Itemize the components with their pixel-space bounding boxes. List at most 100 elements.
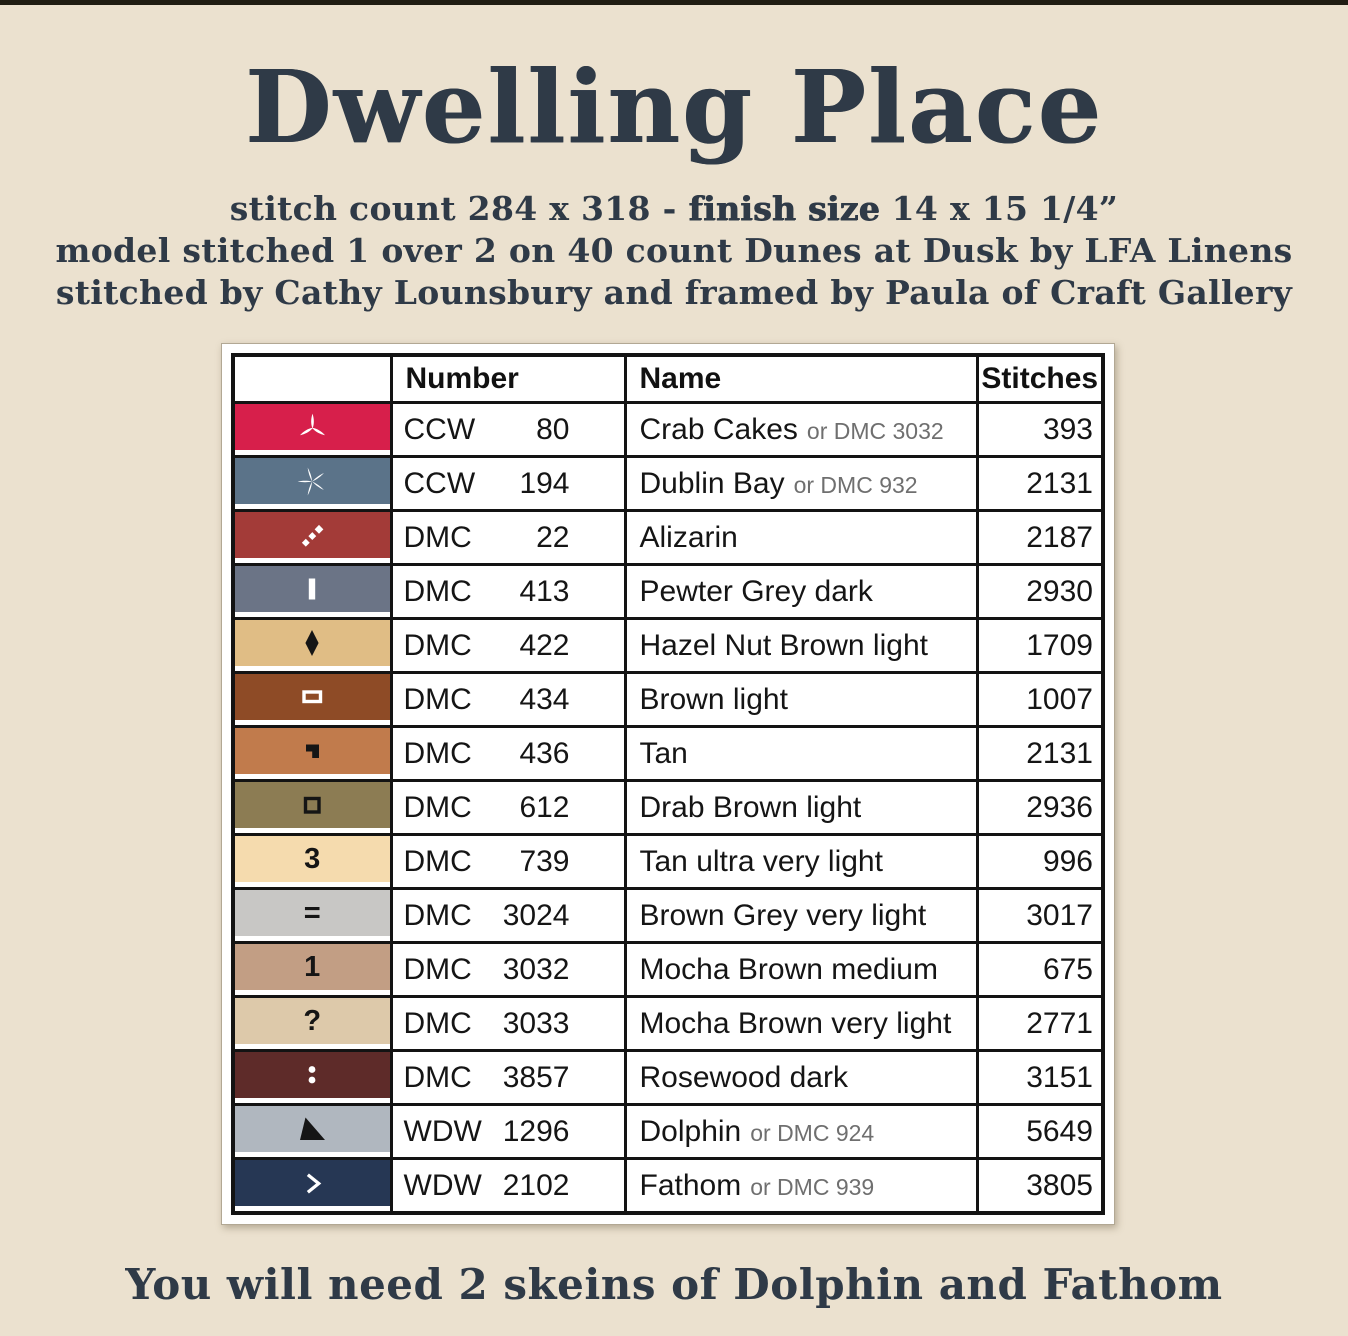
number-cell: DMC 3024 — [389, 887, 627, 944]
thread-alt-dmc: or DMC 939 — [750, 1173, 875, 1200]
key-row: WDW 2102 Fathom or DMC 939 3805 — [231, 1157, 1105, 1215]
key-row: DMC 612 Drab Brown light 2936 — [231, 779, 1105, 836]
color-swatch — [236, 567, 388, 612]
number-cell: DMC 22 — [389, 509, 627, 566]
color-swatch — [236, 1107, 388, 1152]
thread-name: Brown Grey very light — [639, 898, 927, 932]
thread-name: Hazel Nut Brown light — [639, 628, 928, 662]
thread-alt-dmc: or DMC 3032 — [806, 417, 944, 444]
color-swatch — [236, 513, 388, 558]
swatch-cell — [231, 401, 393, 458]
chevron-right-icon — [296, 1167, 329, 1200]
name-cell: Brown light — [623, 671, 979, 728]
thread-brand: DMC — [403, 520, 472, 554]
thread-brand: DMC — [403, 1060, 472, 1094]
three-point-star-icon — [296, 411, 329, 444]
number-cell: DMC 422 — [389, 617, 627, 674]
key-row: DMC 413 Pewter Grey dark 2930 — [231, 563, 1105, 620]
color-swatch: 3 — [236, 837, 388, 882]
thread-number: 436 — [519, 736, 570, 770]
color-key-table: Number Name Stitches CCW 80 Crab Cakes or D… — [231, 353, 1105, 1215]
key-row: ? DMC 3033 Mocha Brown very light 2771 — [231, 995, 1105, 1052]
thread-name: Dublin Bay — [639, 466, 785, 500]
key-row: CCW 194 Dublin Bay or DMC 932 2131 — [231, 455, 1105, 512]
footer-note: You will need 2 skeins of Dolphin and Fa… — [125, 1260, 1223, 1309]
name-cell: Dublin Bay or DMC 932 — [623, 455, 979, 512]
name-cell: Brown Grey very light — [623, 887, 979, 944]
name-cell: Dolphin or DMC 924 — [623, 1103, 979, 1160]
thread-brand: DMC — [403, 574, 472, 608]
thread-brand: WDW — [403, 1168, 482, 1202]
header-row: Number Name Stitches — [231, 353, 1105, 404]
stitch-count: 996 — [975, 833, 1105, 890]
name-cell: Rosewood dark — [623, 1049, 979, 1106]
number-cell: DMC 612 — [389, 779, 627, 836]
stitch-count-text: stitch count 284 x 318 - — [229, 189, 689, 228]
thread-name: Dolphin — [639, 1114, 742, 1148]
stitch-count: 3017 — [975, 887, 1105, 944]
thread-brand: DMC — [403, 844, 472, 878]
thread-brand: DMC — [403, 628, 472, 662]
question-mark-icon: ? — [303, 1004, 322, 1037]
swatch-cell — [231, 779, 393, 836]
swatch-cell: ? — [231, 995, 393, 1052]
thread-number: 612 — [519, 790, 570, 824]
thread-alt-dmc: or DMC 932 — [793, 471, 918, 498]
digit-3-icon: 3 — [304, 842, 321, 875]
swatch-cell — [231, 671, 393, 728]
name-cell: Fathom or DMC 939 — [623, 1157, 979, 1215]
thread-number: 22 — [536, 520, 570, 554]
thread-name: Brown light — [639, 682, 788, 716]
thread-brand: DMC — [403, 682, 472, 716]
number-cell: WDW 1296 — [389, 1103, 627, 1160]
thread-brand: CCW — [403, 412, 476, 446]
name-cell: Crab Cakes or DMC 3032 — [623, 401, 979, 458]
number-cell: DMC 413 — [389, 563, 627, 620]
swatch-cell — [231, 1157, 393, 1215]
stitch-count: 1007 — [975, 671, 1105, 728]
swatch-cell: = — [231, 887, 393, 944]
name-cell: Tan — [623, 725, 979, 782]
rect-outline-icon — [295, 681, 329, 713]
thread-name: Alizarin — [639, 520, 738, 554]
swatch-cell: 3 — [231, 833, 393, 890]
number-cell: DMC 3033 — [389, 995, 627, 1052]
name-cell: Pewter Grey dark — [623, 563, 979, 620]
thread-brand: WDW — [403, 1114, 482, 1148]
thread-brand: DMC — [403, 790, 472, 824]
top-border-strip — [0, 0, 1348, 5]
key-row: = DMC 3024 Brown Grey very light 3017 — [231, 887, 1105, 944]
subtitle-line-2: model stitched 1 over 2 on 40 count Dune… — [55, 230, 1293, 270]
color-swatch — [236, 405, 388, 450]
square-outline-icon — [296, 789, 328, 821]
stitch-count: 5649 — [975, 1103, 1105, 1160]
thread-brand: DMC — [403, 898, 472, 932]
name-cell: Hazel Nut Brown light — [623, 617, 979, 674]
number-cell: WDW 2102 — [389, 1157, 627, 1215]
subtitle-line-1: stitch count 284 x 318 - finish size 14 … — [0, 188, 1348, 230]
thread-number: 80 — [536, 412, 570, 446]
color-swatch — [236, 675, 388, 720]
diagonal-dots-icon — [296, 519, 329, 552]
thread-number: 434 — [519, 682, 570, 716]
stitch-count: 675 — [975, 941, 1105, 998]
stitch-count: 1709 — [975, 617, 1105, 674]
stitch-count: 2131 — [975, 455, 1105, 512]
key-row: 1 DMC 3032 Mocha Brown medium 675 — [231, 941, 1105, 998]
page-title: Dwelling Place — [244, 48, 1104, 166]
stitch-count: 2771 — [975, 995, 1105, 1052]
color-swatch: 1 — [236, 945, 388, 990]
thread-name: Rosewood dark — [639, 1060, 848, 1094]
color-swatch — [236, 1053, 388, 1098]
finish-size-value: 14 x 15 1/4” — [879, 189, 1119, 228]
color-swatch — [236, 459, 388, 504]
number-cell: CCW 194 — [389, 455, 627, 512]
swatch-cell — [231, 617, 393, 674]
key-row: DMC 422 Hazel Nut Brown light 1709 — [231, 617, 1105, 674]
symbol-column-header — [231, 353, 393, 404]
number-cell: CCW 80 — [389, 401, 627, 458]
name-cell: Alizarin — [623, 509, 979, 566]
name-cell: Mocha Brown medium — [623, 941, 979, 998]
thread-name: Tan ultra very light — [639, 844, 883, 878]
number-cell: DMC 3857 — [389, 1049, 627, 1106]
